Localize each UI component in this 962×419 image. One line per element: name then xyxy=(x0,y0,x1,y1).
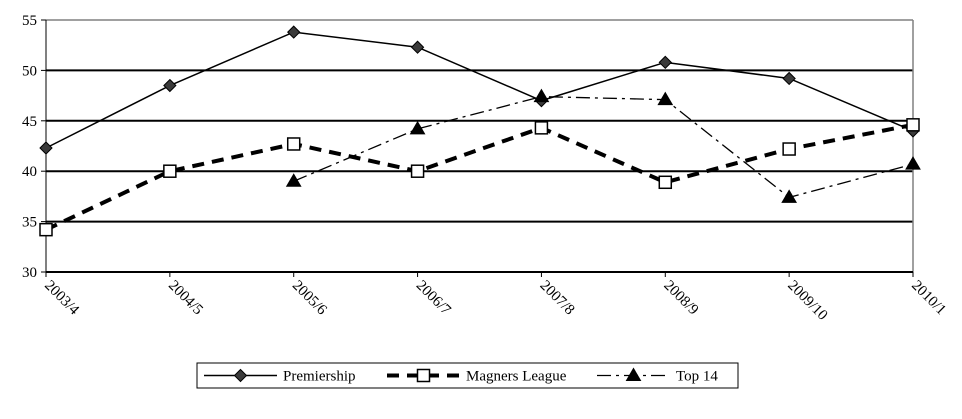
data-point-marker xyxy=(287,25,301,39)
legend-box xyxy=(196,362,739,389)
data-point-marker xyxy=(534,121,549,135)
legend-item: Top 14 xyxy=(597,367,718,385)
gridlines xyxy=(46,19,914,272)
data-point-marker xyxy=(658,175,673,190)
data-point-marker xyxy=(163,164,177,178)
legend-marker xyxy=(233,368,248,383)
data-point-marker xyxy=(39,222,53,237)
y-tick-label: 40 xyxy=(22,164,37,180)
x-tick-label: 2005/6 xyxy=(289,278,330,319)
series-top-14 xyxy=(285,88,921,203)
x-tick-label: 2008/9 xyxy=(660,278,701,319)
legend: Premiership Magners League Top 14 xyxy=(196,362,739,389)
y-tick-label: 30 xyxy=(22,265,37,281)
data-point-marker xyxy=(39,141,53,155)
data-point-marker xyxy=(781,189,798,203)
legend-marker xyxy=(625,367,642,381)
series-line xyxy=(293,95,914,199)
data-point-marker xyxy=(905,156,921,170)
x-tick-label: 2004/5 xyxy=(165,278,206,319)
x-tick-label: 2006/7 xyxy=(413,278,454,319)
data-point-marker xyxy=(409,120,426,135)
legend-label: Magners League xyxy=(466,369,567,385)
x-tick-label: 2009/10 xyxy=(784,278,830,324)
data-point-marker xyxy=(906,118,920,132)
data-point-marker xyxy=(782,71,796,86)
series-line xyxy=(45,122,914,232)
data-point-marker xyxy=(658,55,672,70)
data-point-marker xyxy=(410,164,425,178)
legend-label: Premiership xyxy=(283,369,356,385)
x-tick-label: 2003/4 xyxy=(41,278,82,319)
series-group xyxy=(39,25,921,237)
y-tick-label: 55 xyxy=(22,13,37,29)
data-point-marker xyxy=(285,173,302,187)
data-point-marker xyxy=(657,91,674,106)
y-tick-label: 45 xyxy=(22,114,37,130)
series-premiership xyxy=(39,25,920,155)
legend-label: Top 14 xyxy=(676,369,718,385)
series-line xyxy=(45,31,914,149)
y-tick-label: 35 xyxy=(22,215,37,231)
legend-item: Premiership xyxy=(204,369,356,385)
data-point-marker xyxy=(163,78,177,93)
legend-item: Magners League xyxy=(387,369,567,385)
legend-marker xyxy=(416,368,431,383)
data-point-marker xyxy=(533,88,550,103)
data-point-marker xyxy=(410,40,425,54)
data-point-marker xyxy=(286,137,301,151)
x-tick-label: 2010/1 xyxy=(908,278,949,319)
data-point-marker xyxy=(782,142,796,156)
series-magners-league xyxy=(39,118,920,237)
y-tick-label: 50 xyxy=(22,63,37,79)
x-axis: 2003/4 2004/5 2005/6 2006/7 2007/8 2008/9 2009… xyxy=(41,271,949,324)
x-tick-label: 2007/8 xyxy=(537,278,578,319)
